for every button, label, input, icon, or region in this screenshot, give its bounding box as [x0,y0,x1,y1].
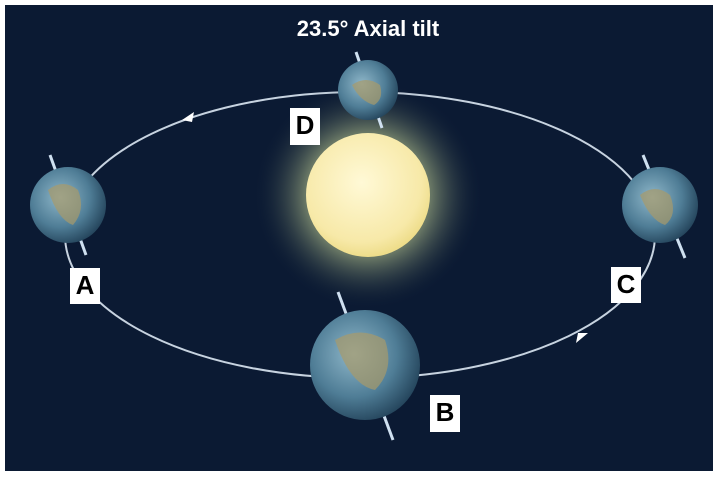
position-label: B [436,397,455,427]
position-label: A [76,270,95,300]
diagram: 23.5° Axial tilt A B C D [0,0,718,480]
title: 23.5° Axial tilt [297,16,440,41]
position-label: D [296,110,315,140]
sun [306,133,430,257]
position-label: C [617,269,636,299]
